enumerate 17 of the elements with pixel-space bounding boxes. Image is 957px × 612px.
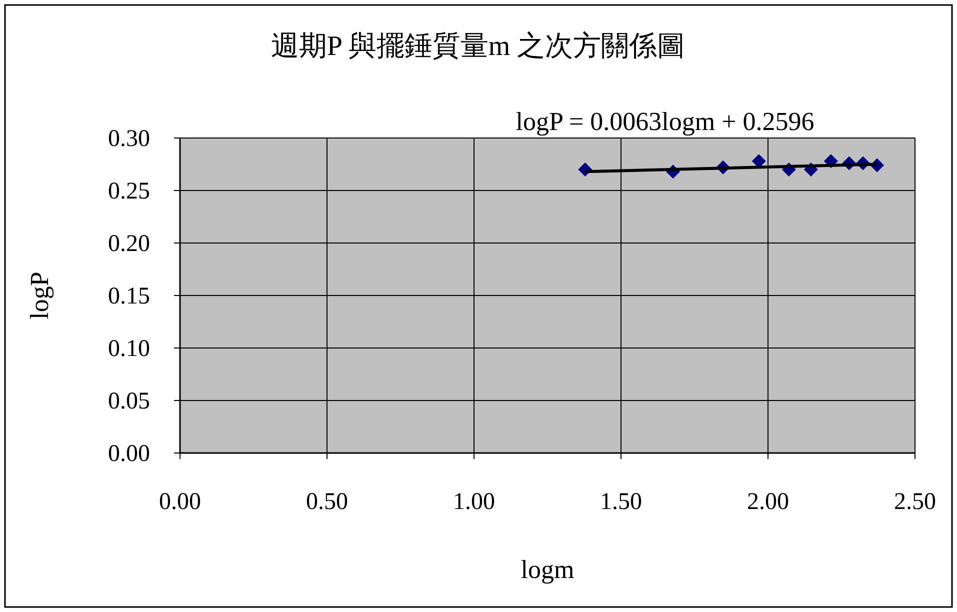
y-tick-label: 0.10 [108, 336, 150, 362]
y-axis-title: logP [25, 272, 54, 320]
y-tick-label: 0.00 [108, 441, 150, 467]
y-tick-label: 0.30 [108, 126, 150, 152]
x-axis-title: logm [520, 555, 574, 584]
x-tick-label: 0.00 [159, 489, 201, 515]
y-tick-label: 0.05 [108, 388, 150, 414]
x-tick-label: 2.00 [747, 489, 789, 515]
y-tick-label: 0.15 [108, 284, 150, 310]
y-tick-label: 0.20 [108, 231, 150, 257]
x-tick-label: 1.00 [453, 489, 495, 515]
text: logP = 0.0063logm + 0.2596 [516, 107, 814, 136]
chart-title: 週期P 與擺錘質量m 之次方關係圖 [270, 31, 686, 62]
x-tick-label: 2.50 [894, 489, 936, 515]
x-tick-label: 0.50 [306, 489, 348, 515]
y-tick-label: 0.25 [108, 178, 150, 204]
x-tick-label: 1.50 [600, 489, 642, 515]
